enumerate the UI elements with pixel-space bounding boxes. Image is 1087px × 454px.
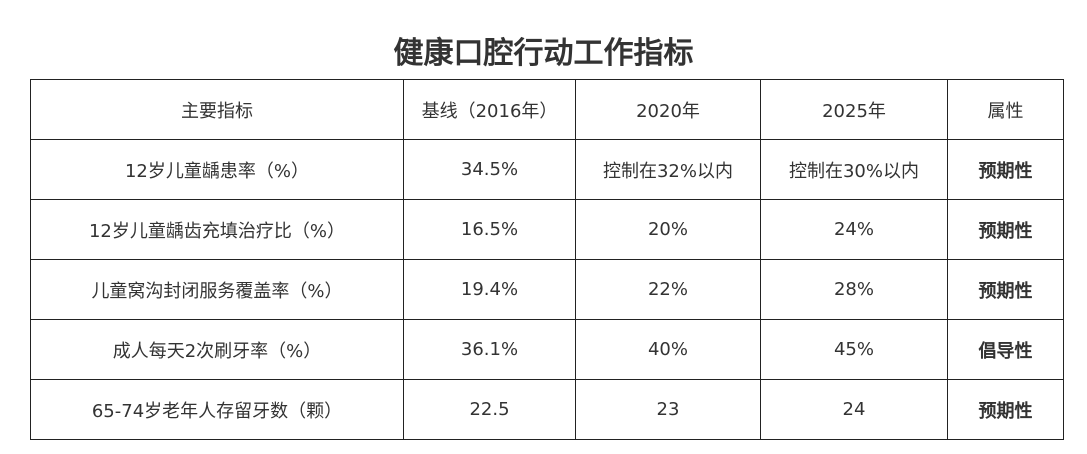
column-header: 属性 (947, 79, 1064, 140)
table-cell: 24% (760, 199, 948, 260)
table-cell: 控制在30%以内 (760, 139, 948, 200)
table-cell: 预期性 (947, 259, 1064, 320)
column-header: 2025年 (760, 79, 948, 140)
table-row: 儿童窝沟封闭服务覆盖率（%） 19.4% 22% 28% 预期性 (30, 259, 1064, 320)
column-header: 基线（2016年） (403, 79, 576, 140)
table-cell: 控制在32%以内 (575, 139, 761, 200)
table-cell: 预期性 (947, 139, 1064, 200)
table-cell: 预期性 (947, 379, 1064, 440)
table-cell: 成人每天2次刷牙率（%） (30, 319, 404, 380)
table-cell: 23 (575, 379, 761, 440)
table-cell: 45% (760, 319, 948, 380)
table-cell: 19.4% (403, 259, 576, 320)
table-cell: 12岁儿童龋患率（%） (30, 139, 404, 200)
table-cell: 12岁儿童龋齿充填治疗比（%） (30, 199, 404, 260)
table-cell: 20% (575, 199, 761, 260)
table-cell: 24 (760, 379, 948, 440)
table-cell: 34.5% (403, 139, 576, 200)
table-row: 65-74岁老年人存留牙数（颗） 22.5 23 24 预期性 (30, 379, 1064, 440)
table-cell: 36.1% (403, 319, 576, 380)
header-row: 主要指标 基线（2016年） 2020年 2025年 属性 (30, 79, 1064, 140)
table-cell: 65-74岁老年人存留牙数（颗） (30, 379, 404, 440)
table-cell: 16.5% (403, 199, 576, 260)
table-row: 成人每天2次刷牙率（%） 36.1% 40% 45% 倡导性 (30, 319, 1064, 380)
column-header: 主要指标 (30, 79, 404, 140)
table-cell: 28% (760, 259, 948, 320)
table-cell: 预期性 (947, 199, 1064, 260)
table-cell: 儿童窝沟封闭服务覆盖率（%） (30, 259, 404, 320)
table-cell: 40% (575, 319, 761, 380)
title: 健康口腔行动工作指标 (393, 36, 694, 71)
table-cell: 22% (575, 259, 761, 320)
table-cell: 22.5 (403, 379, 576, 440)
table-cell: 倡导性 (947, 319, 1064, 380)
table-row: 12岁儿童龋齿充填治疗比（%） 16.5% 20% 24% 预期性 (30, 199, 1064, 260)
table-row: 12岁儿童龋患率（%） 34.5% 控制在32%以内 控制在30%以内 预期性 (30, 139, 1064, 200)
column-header: 2020年 (575, 79, 761, 140)
indicator-table: 主要指标 基线（2016年） 2020年 2025年 属性 12岁儿童龋患率（%） 34.… (30, 79, 1064, 440)
